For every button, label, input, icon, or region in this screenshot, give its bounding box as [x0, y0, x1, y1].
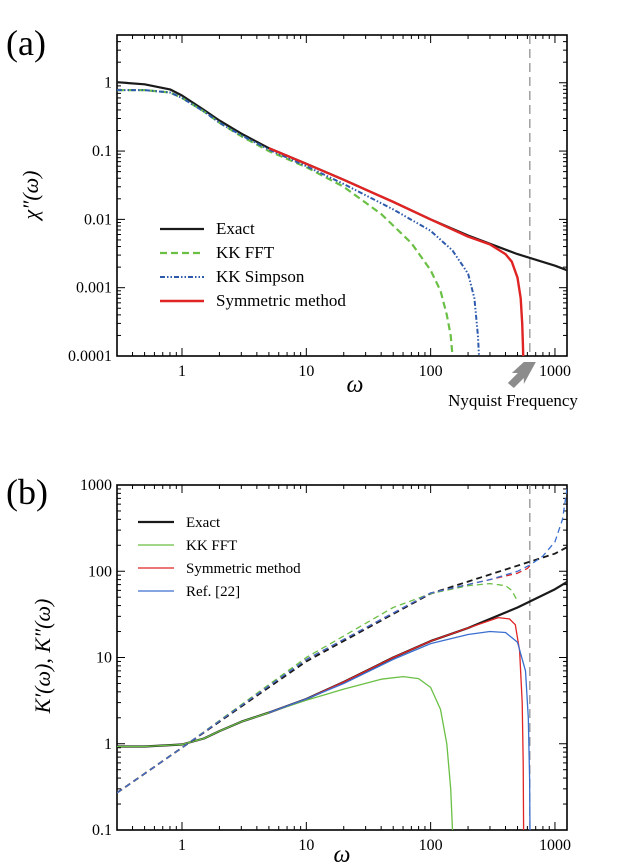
x-tick-label: 1000 — [539, 363, 571, 380]
series-line-7 — [117, 488, 567, 794]
series-line-0 — [117, 81, 567, 272]
x-tick-label: 100 — [419, 363, 443, 380]
series-group — [117, 488, 567, 830]
series-line-6 — [117, 565, 531, 794]
x-tick-label: 100 — [419, 837, 443, 854]
legend: Exact KK FFT Symmetric method Ref. [22] — [138, 515, 301, 600]
legend-label: Symmetric method — [216, 291, 346, 310]
plot-frame — [116, 34, 568, 357]
legend-label: Symmetric method — [186, 561, 301, 577]
series-line-5 — [117, 582, 519, 794]
series-line-2 — [117, 89, 480, 356]
legend-label: KK FFT — [186, 538, 237, 554]
legend-label: KK Simpson — [216, 267, 305, 286]
x-axis-label: ω — [334, 842, 351, 868]
series-line-3 — [268, 630, 531, 830]
series-line-2 — [268, 616, 525, 830]
y-tick-label: 10 — [96, 650, 112, 667]
legend-label: KK FFT — [216, 243, 275, 262]
y-tick-label: 1000 — [80, 477, 112, 494]
x-tick-label: 10 — [298, 363, 314, 380]
y-tick-label: 0.1 — [92, 822, 112, 839]
series-line-0 — [117, 581, 567, 748]
panel-b: 1 10 100 1000 1000 100 10 1 0.1 (b) ω K′(ω), K″(ω) E… — [6, 472, 571, 868]
axis-ticks — [116, 484, 567, 831]
series-line-1 — [117, 89, 454, 356]
y-tick-label: 0.1 — [92, 143, 112, 160]
y-tick-label: 1 — [104, 75, 112, 92]
series-line-4 — [117, 546, 567, 794]
y-tick-label: 100 — [88, 563, 112, 580]
x-axis-label: ω — [347, 372, 364, 398]
x-tick-label: 1 — [178, 837, 186, 854]
legend-label: Ref. [22] — [186, 584, 240, 600]
panel-a: 1 10 100 1000 1 0.1 0.01 0.001 0.0001 (a) ω χ″(ω) Ex… — [6, 23, 578, 410]
y-tick-label: 0.01 — [84, 211, 112, 228]
nyquist-annotation: Nyquist Frequency — [448, 391, 578, 410]
y-axis-label: χ″(ω) — [18, 170, 43, 221]
legend-label: Exact — [216, 219, 255, 238]
x-tick-label: 1000 — [539, 837, 571, 854]
y-tick-label: 0.0001 — [68, 348, 112, 365]
panel-label: (b) — [6, 472, 48, 512]
panel-label: (a) — [6, 23, 46, 63]
x-tick-label: 1 — [178, 363, 186, 380]
legend: Exact KK FFT KK Simpson Symmetric method — [160, 219, 346, 310]
x-tick-label: 10 — [298, 837, 314, 854]
series-group — [117, 81, 567, 356]
y-axis-label: K′(ω), K″(ω) — [30, 599, 55, 715]
y-tick-label: 0.001 — [76, 280, 112, 297]
nyquist-arrow — [507, 362, 536, 388]
plot-frame — [116, 484, 568, 831]
series-line-3 — [268, 147, 525, 356]
y-tick-label: 1 — [104, 736, 112, 753]
legend-label: Exact — [186, 515, 221, 531]
series-line-1 — [117, 675, 454, 830]
